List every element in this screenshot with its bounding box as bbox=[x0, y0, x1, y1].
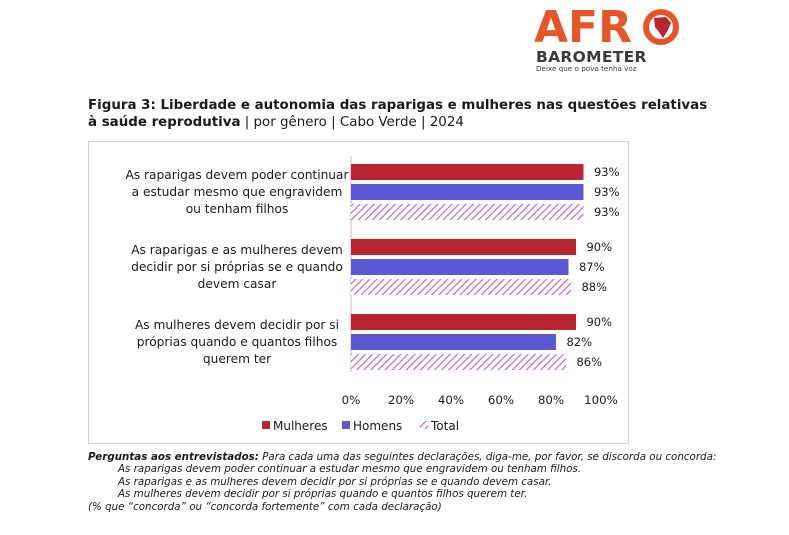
data-label: 86% bbox=[576, 355, 602, 369]
data-label: 93% bbox=[594, 205, 620, 219]
logo-tagline: Deixe que o povo tenha voz bbox=[536, 64, 637, 72]
category-label: próprias quando e quantos filhos bbox=[137, 335, 338, 349]
bar-homens-3 bbox=[351, 334, 556, 350]
legend-label-homens: Homens bbox=[353, 419, 402, 433]
data-label: 93% bbox=[594, 165, 620, 179]
category-label: As mulheres devem decidir por si bbox=[135, 318, 339, 332]
bar-total-3 bbox=[351, 354, 566, 370]
bar-chart: 93% 93% 93% As raparigas devem poder contin… bbox=[125, 156, 620, 433]
category-label: As raparigas devem poder continuar bbox=[125, 168, 349, 182]
afrobarometer-logo: AFR BAROMETER Deixe que o povo tenha voz bbox=[534, 2, 679, 72]
survey-notes: Perguntas aos entrevistados: Para cada u… bbox=[88, 451, 728, 513]
statement-2: As raparigas e as mulheres devem decidir… bbox=[118, 475, 552, 488]
legend-label-mulheres: Mulheres bbox=[273, 419, 328, 433]
bar-mulheres-2 bbox=[351, 239, 576, 255]
x-tick-label: 80% bbox=[538, 393, 564, 407]
data-label: 90% bbox=[586, 240, 612, 254]
statement-1: As raparigas devem poder continuar a est… bbox=[118, 463, 582, 476]
notes-footer: (% que “concorda” ou “concorda fortement… bbox=[88, 500, 442, 513]
bar-mulheres-3 bbox=[351, 314, 576, 330]
category-label: a estudar mesmo que engravidem bbox=[132, 185, 343, 199]
logo-brand-bottom: BAROMETER bbox=[536, 48, 647, 66]
x-tick-label: 60% bbox=[488, 393, 514, 407]
x-tick-label: 0% bbox=[342, 393, 361, 407]
x-tick-label: 100% bbox=[584, 393, 618, 407]
africa-map-icon bbox=[643, 9, 679, 45]
bar-homens-1 bbox=[351, 184, 584, 200]
category-label: devem casar bbox=[198, 277, 278, 291]
bar-homens-2 bbox=[351, 259, 569, 275]
figure-title-meta: | por gênero | Cabo Verde | 2024 bbox=[240, 115, 464, 130]
logo-brand-top: AFR bbox=[534, 2, 632, 53]
legend-swatch-total bbox=[420, 421, 428, 429]
category-label: As raparigas e as mulheres devem bbox=[131, 243, 343, 257]
data-label: 87% bbox=[579, 260, 605, 274]
data-label: 90% bbox=[586, 315, 612, 329]
data-label: 82% bbox=[566, 335, 592, 349]
bar-total-2 bbox=[351, 279, 571, 295]
figure-title: Figura 3: Liberdade e autonomia das rapa… bbox=[88, 97, 708, 131]
category-label: querem ter bbox=[203, 352, 272, 366]
figure-title-main: Figura 3: Liberdade e autonomia das rapa… bbox=[88, 98, 708, 130]
category-label: ou tenham filhos bbox=[186, 202, 289, 216]
chart-container: 93% 93% 93% As raparigas devem poder contin… bbox=[88, 141, 629, 444]
x-tick-label: 20% bbox=[388, 393, 414, 407]
data-label: 88% bbox=[581, 280, 607, 294]
legend-swatch-homens bbox=[342, 421, 350, 429]
question-label: Perguntas aos entrevistados: bbox=[88, 451, 259, 463]
question-text: Para cada uma das seguintes declarações,… bbox=[258, 451, 717, 463]
data-label: 93% bbox=[594, 185, 620, 199]
x-tick-label: 40% bbox=[438, 393, 464, 407]
bar-total-1 bbox=[351, 204, 584, 220]
category-label: decidir por si próprias se e quando bbox=[131, 260, 343, 274]
legend-label-total: Total bbox=[430, 419, 459, 433]
legend-swatch-mulheres bbox=[262, 421, 270, 429]
statement-3: As mulheres devem decidir por si própria… bbox=[118, 488, 528, 501]
bar-mulheres-1 bbox=[351, 164, 584, 180]
